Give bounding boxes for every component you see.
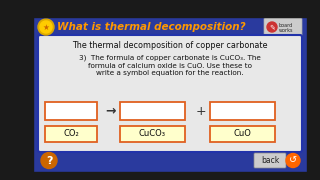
FancyBboxPatch shape bbox=[210, 126, 275, 142]
Text: ✎: ✎ bbox=[269, 24, 275, 30]
Text: write a symbol equation for the reaction.: write a symbol equation for the reaction… bbox=[96, 70, 244, 76]
FancyBboxPatch shape bbox=[210, 102, 275, 120]
Text: works: works bbox=[279, 28, 293, 33]
Bar bbox=[0, 0, 320, 17]
Text: formula of calcium oxide is CuO. Use these to: formula of calcium oxide is CuO. Use the… bbox=[88, 62, 252, 69]
Text: ↺: ↺ bbox=[289, 156, 297, 165]
Circle shape bbox=[41, 152, 57, 168]
Text: The thermal decomposition of copper carbonate: The thermal decomposition of copper carb… bbox=[72, 40, 268, 50]
Circle shape bbox=[267, 22, 277, 32]
Text: CO₂: CO₂ bbox=[63, 129, 79, 138]
Text: CuCO₃: CuCO₃ bbox=[139, 129, 166, 138]
FancyBboxPatch shape bbox=[45, 102, 97, 120]
FancyBboxPatch shape bbox=[38, 35, 302, 152]
FancyBboxPatch shape bbox=[120, 102, 185, 120]
FancyBboxPatch shape bbox=[45, 126, 97, 142]
Circle shape bbox=[286, 154, 300, 168]
Text: 3)  The formula of copper carbonate is CuCO₃. The: 3) The formula of copper carbonate is Cu… bbox=[79, 55, 261, 61]
Circle shape bbox=[40, 21, 52, 33]
Text: CuO: CuO bbox=[234, 129, 252, 138]
FancyBboxPatch shape bbox=[264, 18, 302, 36]
Bar bbox=[0, 172, 320, 180]
Bar bbox=[307, 0, 320, 180]
FancyBboxPatch shape bbox=[32, 14, 308, 175]
Text: →: → bbox=[106, 105, 116, 118]
FancyBboxPatch shape bbox=[120, 126, 185, 142]
Bar bbox=[0, 0, 33, 180]
Text: ★: ★ bbox=[43, 22, 49, 32]
Text: What is thermal decomposition?: What is thermal decomposition? bbox=[57, 22, 246, 32]
Text: ?: ? bbox=[46, 156, 52, 165]
Text: back: back bbox=[261, 156, 279, 165]
Text: +: + bbox=[196, 105, 206, 118]
Circle shape bbox=[38, 19, 54, 35]
FancyBboxPatch shape bbox=[254, 153, 286, 168]
Text: board: board bbox=[279, 22, 293, 28]
